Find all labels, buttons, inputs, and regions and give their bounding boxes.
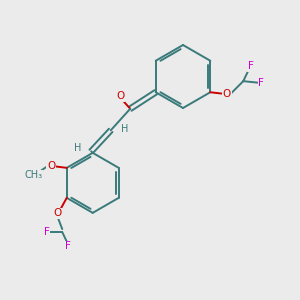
Text: H: H bbox=[121, 124, 128, 134]
Text: CH₃: CH₃ bbox=[24, 170, 42, 180]
Text: F: F bbox=[65, 242, 70, 251]
Text: F: F bbox=[258, 78, 264, 88]
Text: H: H bbox=[74, 143, 81, 153]
Text: O: O bbox=[223, 89, 231, 99]
Text: O: O bbox=[47, 161, 55, 171]
Text: O: O bbox=[54, 208, 62, 218]
Text: F: F bbox=[44, 227, 50, 237]
Text: O: O bbox=[116, 91, 125, 101]
Text: F: F bbox=[248, 61, 254, 71]
